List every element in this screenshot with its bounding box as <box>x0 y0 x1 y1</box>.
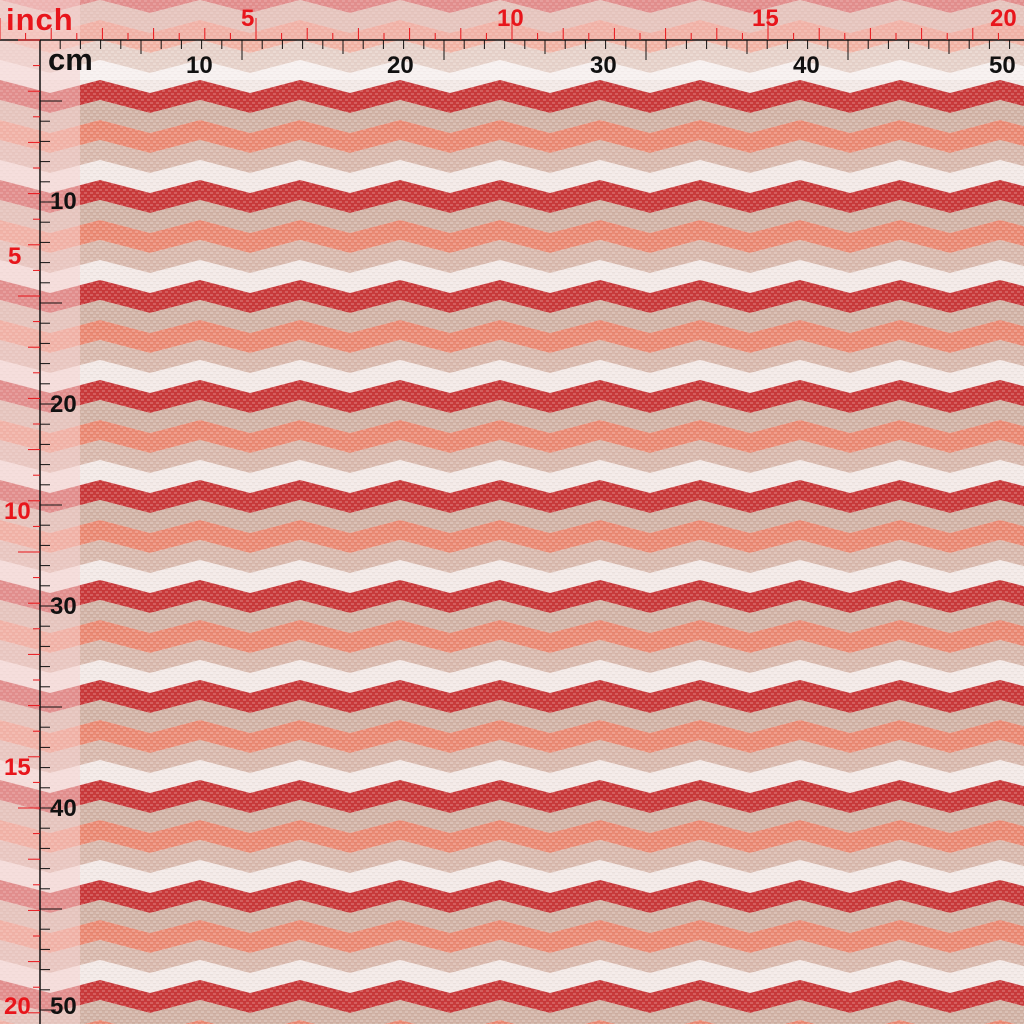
top-inch-label: 20 <box>990 5 1017 32</box>
left-cm-label: 10 <box>50 188 77 215</box>
cm-unit-label: cm <box>48 42 93 77</box>
top-cm-band <box>0 40 1024 80</box>
left-inch-label: 15 <box>4 754 31 781</box>
left-cm-label: 30 <box>50 593 77 620</box>
inch-unit-label: inch <box>6 2 74 37</box>
top-cm-label: 50 <box>989 52 1016 79</box>
left-cm-label: 20 <box>50 391 77 418</box>
left-cm-label: 50 <box>50 993 77 1020</box>
top-cm-label: 10 <box>186 52 213 79</box>
left-cm-label: 40 <box>50 795 77 822</box>
top-inch-label: 5 <box>241 5 255 32</box>
left-inch-label: 20 <box>4 993 31 1020</box>
top-cm-label: 40 <box>793 52 820 79</box>
top-cm-label: 20 <box>387 52 414 79</box>
left-inch-label: 5 <box>8 243 22 270</box>
top-inch-label: 15 <box>752 5 779 32</box>
top-cm-label: 30 <box>590 52 617 79</box>
top-inch-label: 10 <box>497 5 524 32</box>
left-inch-label: 10 <box>4 498 31 525</box>
